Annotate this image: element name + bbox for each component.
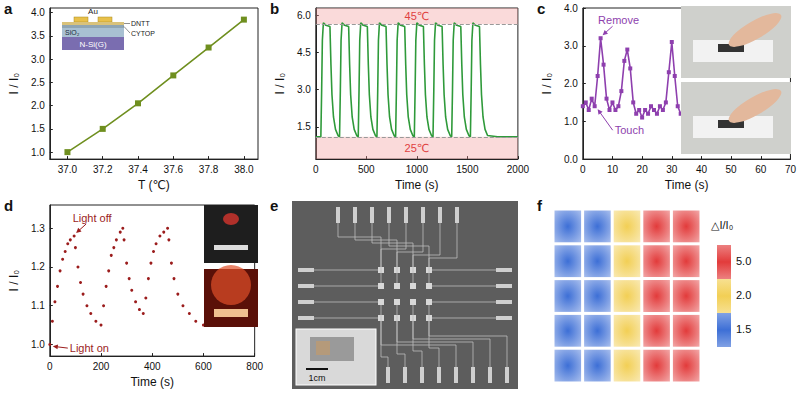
svg-text:0.0: 0.0 bbox=[564, 154, 578, 165]
svg-text:400: 400 bbox=[144, 361, 161, 372]
svg-text:1.5: 1.5 bbox=[297, 121, 311, 132]
svg-text:70: 70 bbox=[785, 164, 797, 175]
svg-text:1.5: 1.5 bbox=[31, 123, 45, 134]
svg-text:Time (s): Time (s) bbox=[665, 178, 709, 192]
html-text:1.5: 1.5 bbox=[736, 323, 752, 335]
svg-text:50: 50 bbox=[726, 164, 738, 175]
svg-text:0: 0 bbox=[47, 361, 53, 372]
html-text:c: c bbox=[537, 0, 546, 17]
svg-text:800: 800 bbox=[246, 361, 263, 372]
svg-text:DNTT: DNTT bbox=[131, 20, 150, 27]
svg-text:1.2: 1.2 bbox=[31, 261, 45, 272]
html-text:f: f bbox=[537, 197, 542, 214]
svg-text:37.6: 37.6 bbox=[164, 164, 184, 175]
html-text:a: a bbox=[4, 0, 13, 17]
svg-text:Light off: Light off bbox=[73, 212, 113, 224]
svg-text:3.0: 3.0 bbox=[297, 84, 311, 95]
svg-text:2.0: 2.0 bbox=[31, 100, 45, 111]
svg-text:600: 600 bbox=[195, 361, 212, 372]
svg-text:1.3: 1.3 bbox=[31, 223, 45, 234]
svg-text:2.5: 2.5 bbox=[31, 77, 45, 88]
html-text:e: e bbox=[270, 197, 279, 214]
svg-text:200: 200 bbox=[93, 361, 110, 372]
svg-text:25℃: 25℃ bbox=[405, 142, 430, 154]
svg-text:1500: 1500 bbox=[456, 164, 479, 175]
svg-text:I / I₀: I / I₀ bbox=[540, 73, 554, 95]
svg-text:38.0: 38.0 bbox=[234, 164, 254, 175]
svg-text:I / I₀: I / I₀ bbox=[7, 270, 21, 292]
svg-text:1.0: 1.0 bbox=[564, 116, 578, 127]
svg-text:Remove: Remove bbox=[598, 14, 639, 26]
svg-text:Time (s): Time (s) bbox=[395, 178, 439, 192]
svg-text:500: 500 bbox=[358, 164, 375, 175]
svg-text:N-Si(G): N-Si(G) bbox=[79, 40, 106, 49]
svg-text:1000: 1000 bbox=[406, 164, 429, 175]
svg-text:Light on: Light on bbox=[70, 342, 109, 354]
svg-text:40: 40 bbox=[696, 164, 708, 175]
svg-text:37.2: 37.2 bbox=[93, 164, 113, 175]
svg-text:60: 60 bbox=[755, 164, 767, 175]
html-text:b: b bbox=[270, 0, 280, 17]
svg-text:30: 30 bbox=[666, 164, 678, 175]
svg-text:4.5: 4.5 bbox=[297, 47, 311, 58]
svg-text:10: 10 bbox=[607, 164, 619, 175]
svg-text:2000: 2000 bbox=[507, 164, 530, 175]
svg-text:Time (s): Time (s) bbox=[130, 375, 174, 389]
svg-text:T (℃): T (℃) bbox=[138, 178, 170, 192]
svg-text:3.0: 3.0 bbox=[564, 40, 578, 51]
svg-text:4.0: 4.0 bbox=[31, 7, 45, 18]
svg-text:37.4: 37.4 bbox=[128, 164, 148, 175]
svg-text:I / I₀: I / I₀ bbox=[7, 73, 21, 95]
svg-text:3.0: 3.0 bbox=[31, 54, 45, 65]
svg-text:1.1: 1.1 bbox=[31, 300, 45, 311]
svg-text:3.5: 3.5 bbox=[31, 30, 45, 41]
svg-text:I / I₀: I / I₀ bbox=[273, 73, 287, 95]
svg-text:20: 20 bbox=[637, 164, 649, 175]
svg-text:1cm: 1cm bbox=[308, 373, 325, 383]
svg-text:4.0: 4.0 bbox=[564, 3, 578, 14]
svg-text:45℃: 45℃ bbox=[405, 10, 430, 22]
svg-text:SiO₂: SiO₂ bbox=[65, 29, 80, 36]
svg-text:37.0: 37.0 bbox=[58, 164, 78, 175]
svg-text:6.0: 6.0 bbox=[297, 10, 311, 21]
svg-text:0: 0 bbox=[313, 164, 319, 175]
svg-text:2.0: 2.0 bbox=[564, 78, 578, 89]
svg-text:1.0: 1.0 bbox=[31, 147, 45, 158]
html-text:5.0: 5.0 bbox=[736, 255, 752, 267]
html-text:△I/I₀: △I/I₀ bbox=[711, 219, 734, 231]
svg-text:Touch: Touch bbox=[615, 124, 644, 136]
html-text:2.0: 2.0 bbox=[736, 289, 752, 301]
svg-text:Au: Au bbox=[88, 7, 98, 16]
svg-text:37.8: 37.8 bbox=[199, 164, 219, 175]
svg-text:1.0: 1.0 bbox=[31, 339, 45, 350]
svg-text:CYTOP: CYTOP bbox=[131, 30, 155, 37]
html-text:d: d bbox=[4, 197, 14, 214]
svg-text:0: 0 bbox=[580, 164, 586, 175]
